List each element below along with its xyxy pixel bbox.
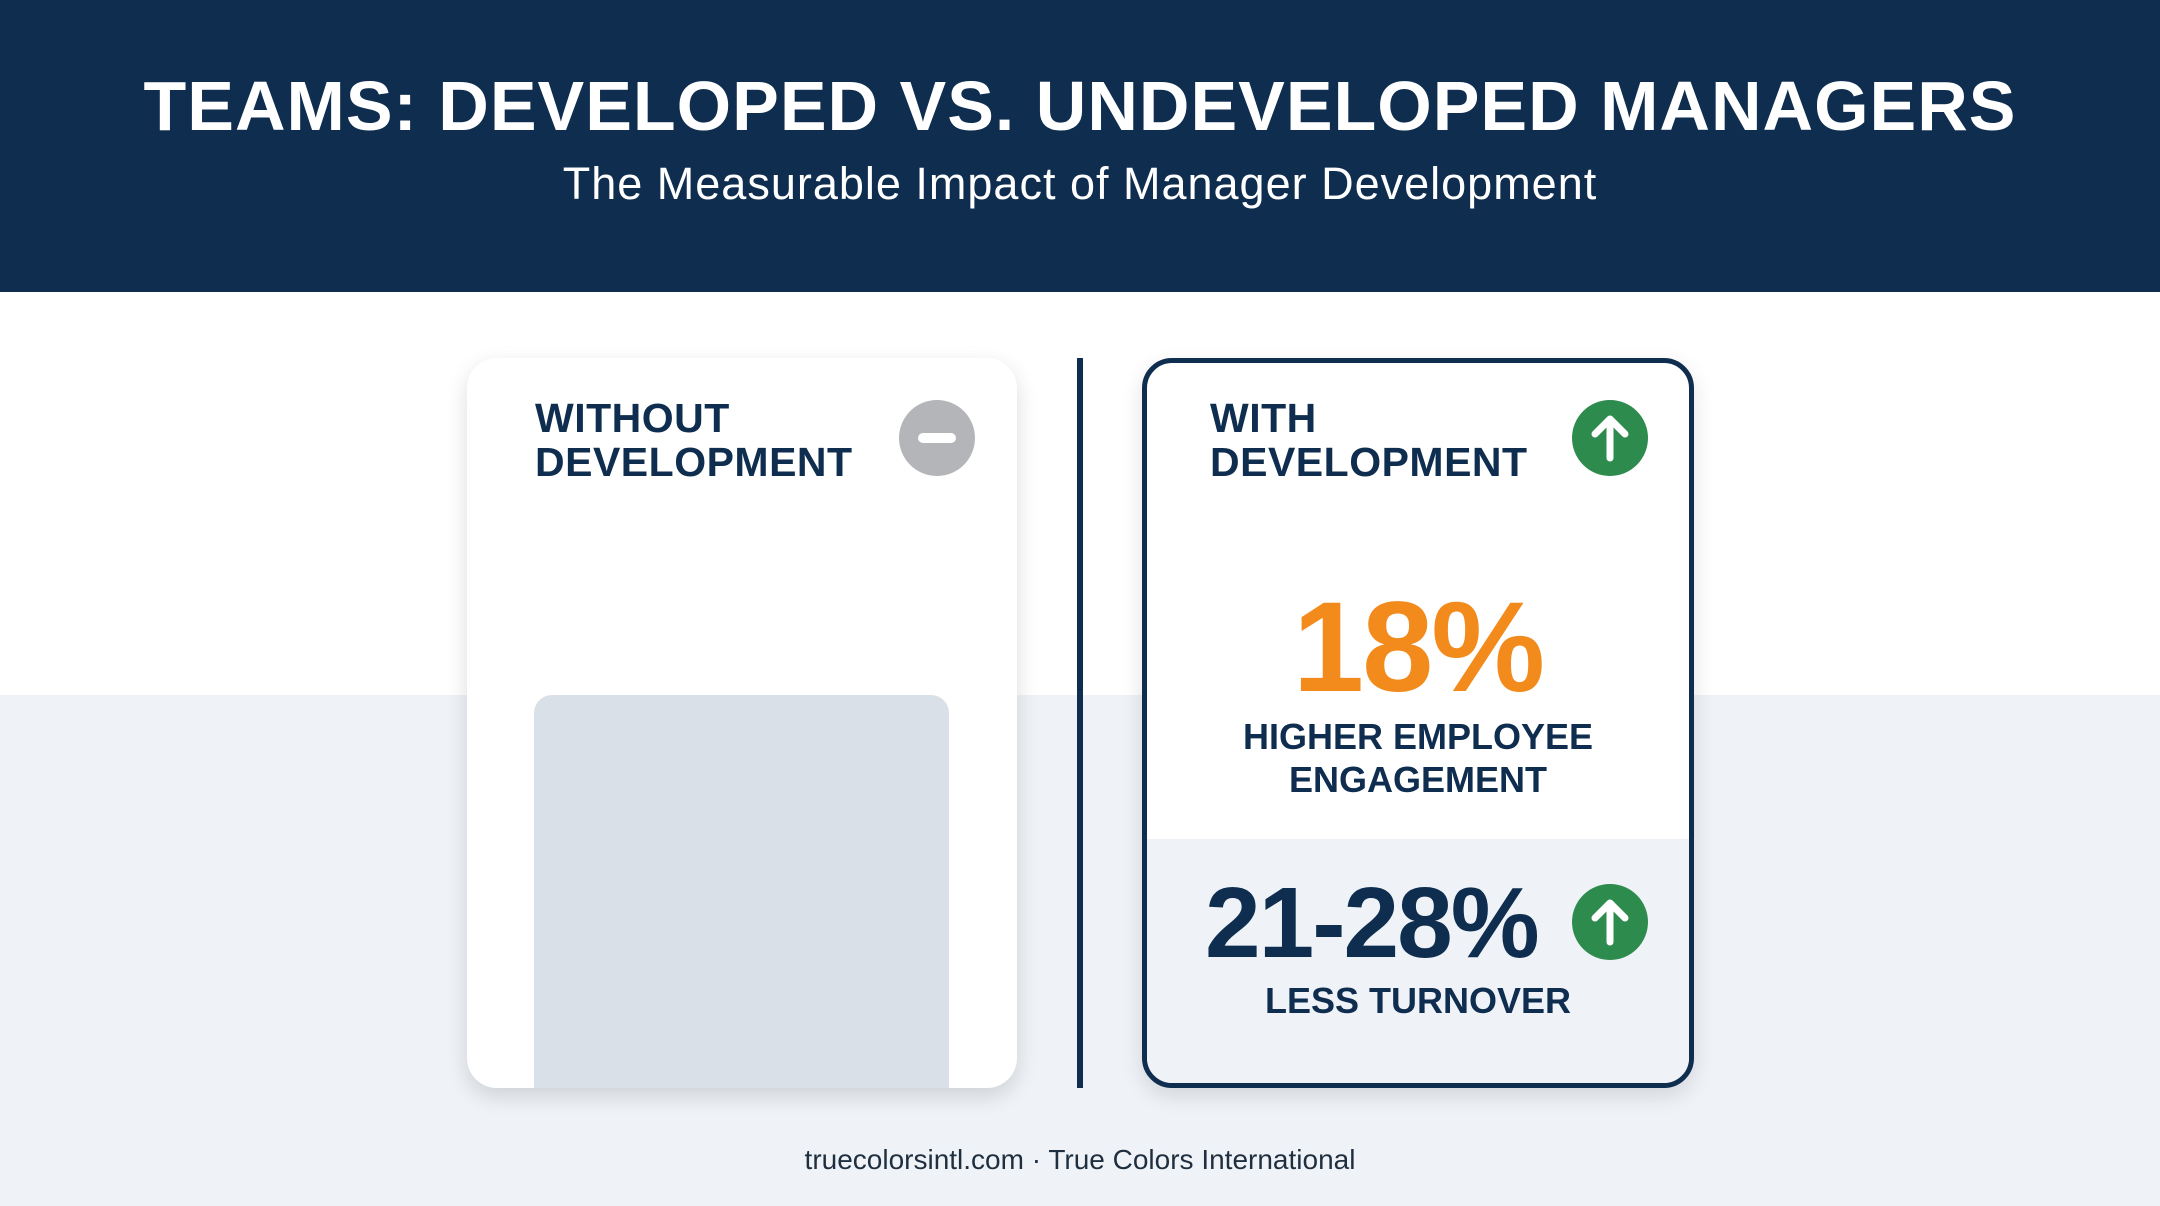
card-title-line: WITH: [1210, 395, 1317, 441]
footer-credit: truecolorsintl.com · True Colors Interna…: [804, 1144, 1356, 1175]
minus-circle-icon: [899, 400, 975, 476]
without-development-card: WITHOUT DEVELOPMENT: [467, 358, 1017, 1088]
arrow-up-circle-icon: [1572, 884, 1648, 960]
header-banner: TEAMS: DEVELOPED VS. UNDEVELOPED MANAGER…: [0, 0, 2160, 292]
stat-label-line: HIGHER EMPLOYEE: [1242, 716, 1594, 757]
page-subtitle: The Measurable Impact of Manager Develop…: [562, 158, 1598, 209]
with-development-card: WITH DEVELOPMENT 18% HIGHER EMPLOYEE ENG…: [1142, 358, 1694, 1088]
turnover-stat-value: 21-28%: [1205, 867, 1540, 979]
card-title-line: WITHOUT: [535, 395, 730, 441]
card-lower-section: [1147, 839, 1689, 1083]
card-title-line: DEVELOPMENT: [1210, 439, 1528, 485]
card-title-line: DEVELOPMENT: [535, 439, 853, 485]
placeholder-block: [534, 695, 949, 1088]
vertical-divider: [1077, 358, 1083, 1088]
engagement-stat-value: 18%: [1292, 576, 1545, 719]
arrow-up-circle-icon: [1572, 400, 1648, 476]
page-title: TEAMS: DEVELOPED VS. UNDEVELOPED MANAGER…: [143, 67, 2017, 145]
engagement-stat-label: HIGHER EMPLOYEE ENGAGEMENT: [1147, 715, 1689, 801]
card-title: WITH DEVELOPMENT: [1210, 396, 1528, 484]
card-title: WITHOUT DEVELOPMENT: [535, 396, 853, 484]
stat-label-line: ENGAGEMENT: [1288, 759, 1547, 800]
turnover-stat-label: LESS TURNOVER: [1264, 980, 1572, 1021]
